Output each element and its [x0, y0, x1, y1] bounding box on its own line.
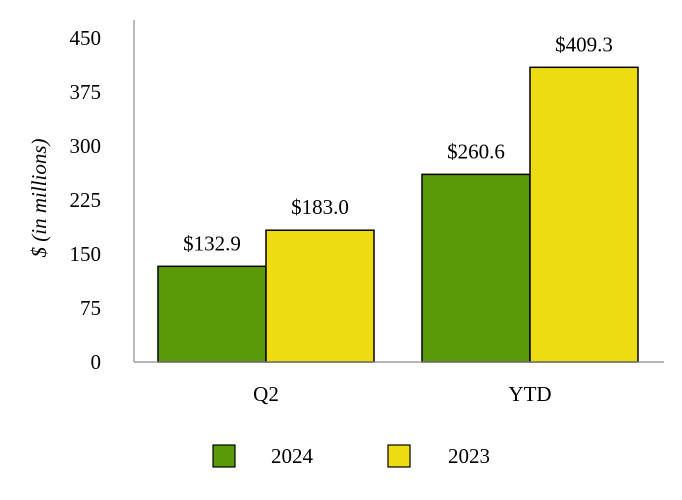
- y-axis-title: $ (in millions): [27, 138, 51, 257]
- legend-swatch-2024: [212, 444, 236, 468]
- y-tick-label: 75: [80, 296, 101, 320]
- y-tick-label: 375: [70, 80, 102, 104]
- bar-2023-q2: [265, 229, 375, 363]
- y-tick-label: 300: [70, 134, 102, 158]
- bar-2024-q2: [157, 265, 267, 363]
- legend: 2024 2023: [212, 444, 490, 468]
- data-labels: $132.9 $183.0 $260.6 $409.3: [183, 32, 613, 255]
- x-axis-ticks: Q2 YTD: [253, 382, 551, 406]
- y-axis-ticks: 0 75 150 225 300 375 450: [70, 26, 102, 374]
- bars: [157, 66, 639, 363]
- y-tick-label: 450: [70, 26, 102, 50]
- legend-label: 2024: [271, 444, 314, 468]
- y-tick-label: 150: [70, 242, 102, 266]
- data-label: $132.9: [183, 231, 241, 255]
- x-tick-label: YTD: [508, 382, 551, 406]
- legend-label: 2023: [448, 444, 490, 468]
- bar-2023-ytd: [529, 66, 639, 363]
- y-tick-label: 225: [70, 188, 102, 212]
- y-tick-label: 0: [91, 350, 102, 374]
- data-label: $183.0: [291, 195, 349, 219]
- x-tick-label: Q2: [253, 382, 279, 406]
- legend-swatch-2023: [387, 444, 411, 468]
- data-label: $409.3: [555, 32, 613, 56]
- data-label: $260.6: [447, 139, 505, 163]
- bar-2024-ytd: [421, 173, 531, 363]
